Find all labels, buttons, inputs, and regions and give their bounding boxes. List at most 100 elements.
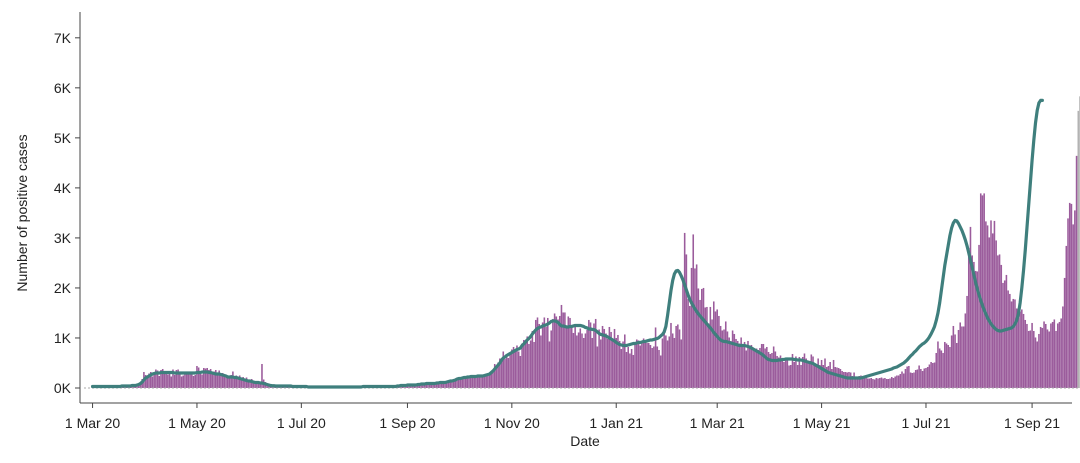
daily-cases-bar bbox=[745, 350, 748, 388]
daily-cases-bar bbox=[786, 357, 789, 388]
daily-cases-bar bbox=[974, 270, 977, 388]
x-tick-label: 1 Jan 21 bbox=[589, 415, 643, 431]
daily-cases-bar bbox=[872, 379, 874, 388]
daily-cases-bar bbox=[1012, 298, 1015, 388]
daily-cases-bar bbox=[889, 378, 891, 388]
daily-cases-bar bbox=[971, 255, 973, 388]
daily-cases-bar bbox=[928, 364, 931, 388]
daily-cases-bar bbox=[846, 372, 849, 388]
daily-cases-bar bbox=[730, 340, 732, 388]
daily-cases-bar bbox=[1075, 155, 1078, 388]
y-tick-label: 3K bbox=[54, 230, 72, 246]
daily-cases-bar bbox=[925, 367, 927, 388]
daily-cases-bar bbox=[476, 375, 479, 388]
daily-cases-bar bbox=[976, 271, 979, 388]
daily-cases-bar bbox=[161, 368, 164, 388]
daily-cases-bar bbox=[245, 377, 248, 388]
daily-cases-bar bbox=[1000, 264, 1003, 388]
x-tick-label: 1 Jul 21 bbox=[901, 415, 950, 431]
daily-cases-bar bbox=[952, 325, 955, 388]
y-tick-label: 0K bbox=[54, 380, 72, 396]
y-tick-label: 7K bbox=[54, 30, 72, 46]
daily-cases-bar bbox=[1026, 323, 1028, 388]
daily-cases-bar bbox=[562, 312, 564, 388]
x-axis-title: Date bbox=[570, 433, 600, 449]
daily-cases-bar bbox=[199, 373, 202, 388]
daily-cases-bar bbox=[594, 318, 597, 388]
daily-cases-bar bbox=[1060, 318, 1062, 388]
daily-cases-bar bbox=[552, 318, 554, 388]
daily-cases-bar bbox=[232, 371, 234, 388]
daily-cases-bar bbox=[719, 325, 722, 388]
daily-cases-bar bbox=[505, 356, 508, 388]
daily-cases-bar bbox=[665, 335, 667, 388]
daily-cases-bar bbox=[902, 373, 905, 388]
daily-cases-bar bbox=[497, 362, 499, 388]
daily-cases-bar bbox=[836, 367, 838, 388]
daily-cases-bar bbox=[483, 375, 486, 388]
daily-cases-bar bbox=[654, 327, 657, 388]
daily-cases-bar bbox=[966, 295, 968, 388]
daily-cases-bar bbox=[541, 322, 544, 388]
daily-cases-bar bbox=[995, 240, 997, 388]
daily-cases-bar bbox=[762, 343, 765, 388]
daily-cases-bar bbox=[947, 344, 950, 388]
daily-cases-bar bbox=[808, 360, 811, 388]
daily-cases-bar bbox=[735, 338, 737, 388]
daily-cases-bar bbox=[646, 342, 648, 388]
y-tick-label: 5K bbox=[54, 130, 72, 146]
daily-cases-bar bbox=[504, 358, 506, 388]
daily-cases-bar bbox=[492, 372, 494, 388]
daily-cases-bar bbox=[543, 317, 546, 388]
daily-cases-bar bbox=[254, 382, 256, 388]
daily-cases-bar bbox=[658, 349, 660, 388]
daily-cases-bar bbox=[680, 339, 683, 388]
daily-cases-bar bbox=[694, 268, 696, 388]
daily-cases-bar bbox=[1015, 308, 1018, 388]
daily-cases-bar bbox=[192, 375, 195, 388]
daily-cases-bar bbox=[480, 375, 482, 388]
daily-cases-bar bbox=[926, 366, 929, 388]
daily-cases-bar bbox=[423, 383, 426, 388]
daily-cases-bar bbox=[867, 378, 869, 388]
daily-cases-bar bbox=[899, 373, 902, 388]
daily-cases-bar bbox=[1041, 327, 1044, 388]
daily-cases-bar bbox=[459, 377, 462, 388]
daily-cases-bar bbox=[894, 376, 896, 388]
daily-cases-bar bbox=[618, 340, 621, 388]
daily-cases-bar bbox=[885, 379, 888, 388]
daily-cases-bar bbox=[471, 376, 474, 388]
daily-cases-bar bbox=[916, 369, 919, 388]
daily-cases-bar bbox=[259, 384, 262, 388]
daily-cases-bar bbox=[550, 330, 552, 388]
y-tick-label: 1K bbox=[54, 330, 72, 346]
daily-cases-bar bbox=[778, 357, 780, 388]
daily-cases-bar bbox=[1051, 321, 1054, 388]
daily-cases-bar bbox=[625, 351, 628, 388]
daily-cases-bar bbox=[978, 244, 980, 388]
daily-cases-bar bbox=[177, 369, 179, 388]
daily-cases-bar bbox=[1055, 330, 1057, 388]
daily-cases-bar bbox=[548, 341, 551, 388]
daily-cases-bar bbox=[175, 369, 178, 388]
daily-cases-bar bbox=[447, 381, 450, 388]
daily-cases-bar bbox=[250, 379, 253, 388]
daily-cases-bar bbox=[519, 355, 522, 388]
daily-cases-bar bbox=[754, 351, 756, 388]
daily-cases-bar bbox=[238, 375, 241, 388]
daily-cases-bar bbox=[168, 370, 171, 388]
daily-cases-bar bbox=[988, 237, 991, 388]
daily-cases-bar bbox=[182, 375, 185, 388]
daily-cases-bar bbox=[235, 375, 238, 388]
daily-cases-bar bbox=[896, 375, 898, 388]
daily-cases-bar bbox=[432, 383, 434, 388]
daily-cases-bar bbox=[798, 356, 801, 388]
daily-cases-bar bbox=[170, 376, 173, 388]
daily-cases-bar bbox=[187, 372, 190, 388]
daily-cases-bar bbox=[570, 327, 573, 388]
daily-cases-bar bbox=[901, 371, 903, 388]
daily-cases-bar bbox=[704, 307, 706, 388]
daily-cases-bar bbox=[584, 333, 587, 388]
daily-cases-bar bbox=[608, 326, 611, 388]
daily-cases-bar bbox=[781, 359, 784, 388]
